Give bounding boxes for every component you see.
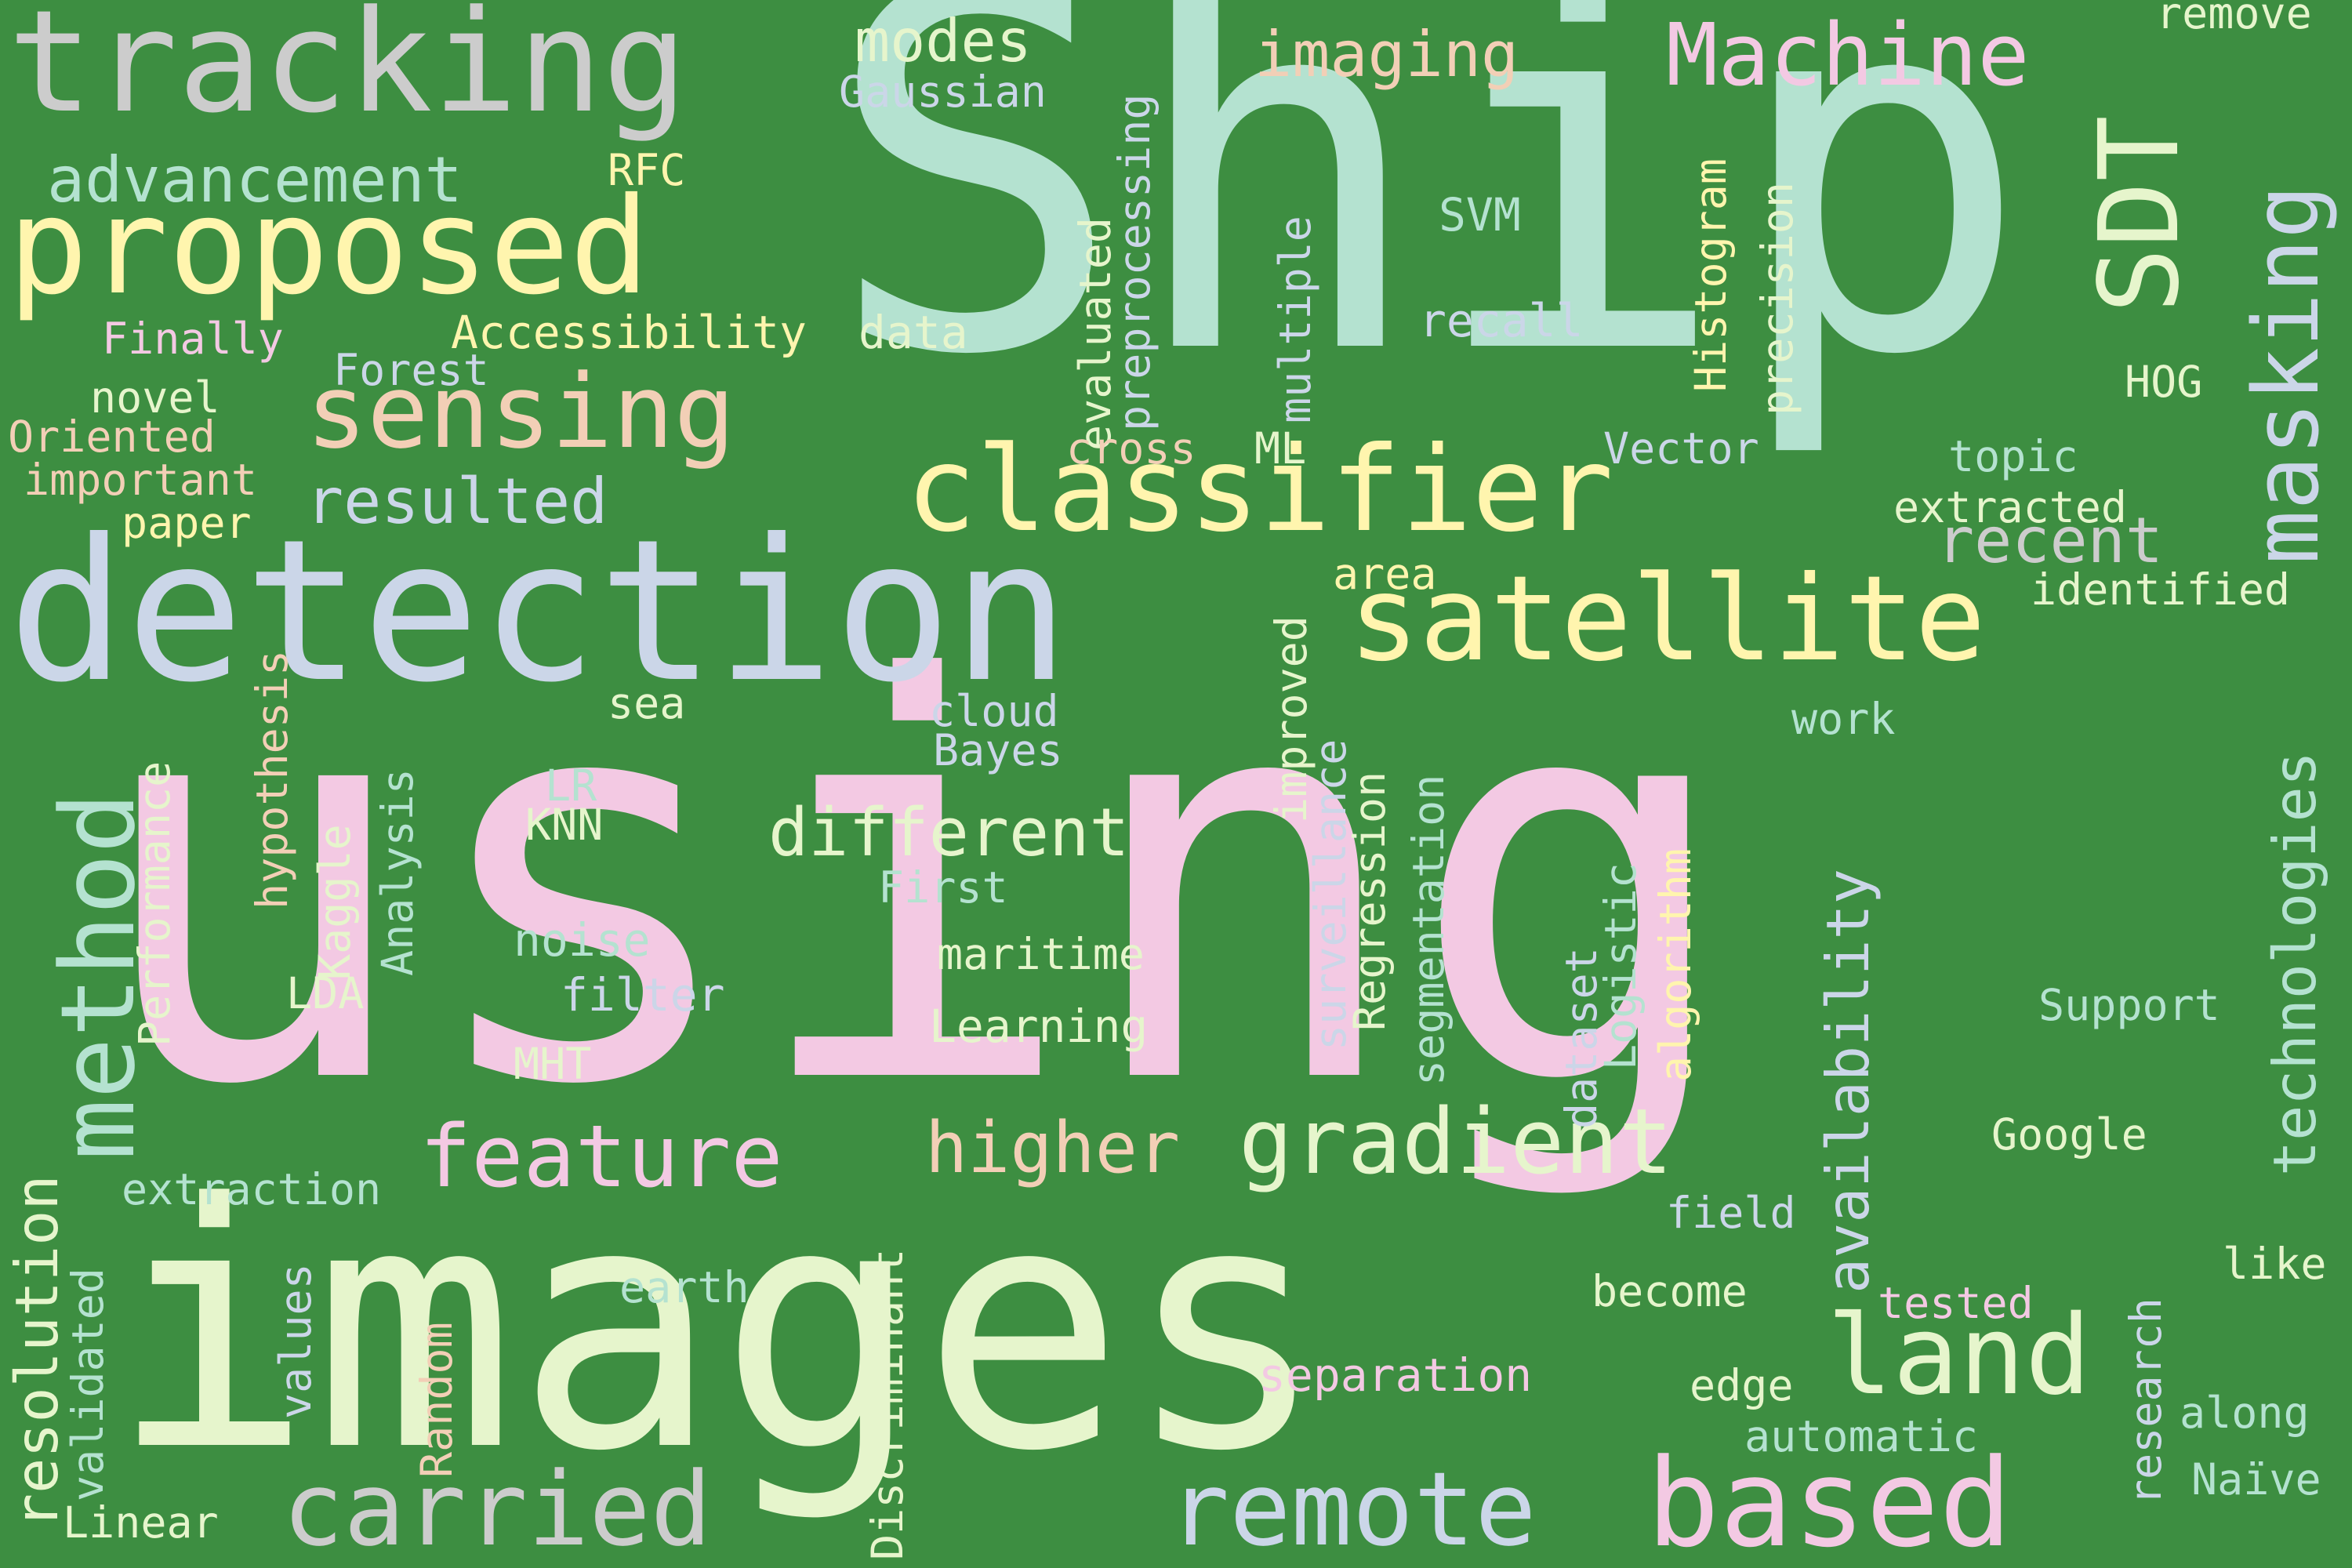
word-availability: availability (1813, 869, 1882, 1294)
word-noise: noise (514, 913, 651, 967)
word-modes: modes (855, 6, 1032, 75)
word-analysis: Analysis (372, 768, 423, 976)
word-dataset: dataset (1556, 947, 1606, 1129)
word-identified: identified (2031, 564, 2291, 615)
word-support: Support (2038, 980, 2220, 1030)
word-detection: detection (8, 497, 1070, 725)
word-resulted: resulted (306, 465, 608, 538)
word-area: area (1333, 549, 1437, 599)
word-discriminant: Discriminant (862, 1248, 913, 1560)
word-precision: precision (1752, 181, 1802, 416)
word-research: research (2121, 1298, 2171, 1505)
word-recent: recent (1936, 504, 2163, 577)
word-using: using (86, 566, 1739, 1205)
word-tested: tested (1878, 1278, 2034, 1328)
word-separation: separation (1258, 1348, 1533, 1402)
word-gaussian: Gaussian (839, 67, 1047, 117)
word-carried: carried (282, 1450, 712, 1568)
word-important: important (24, 455, 258, 505)
word-proposed: proposed (8, 169, 650, 325)
word-advancement: advancement (47, 143, 463, 216)
word-novel: novel (90, 372, 220, 423)
word-knn: KNN (525, 800, 604, 850)
word-work: work (1791, 694, 1896, 744)
word-validated: validated (63, 1267, 113, 1501)
word-become: become (1592, 1266, 1748, 1316)
word-topic: topic (1948, 431, 2078, 481)
word-values: values (270, 1263, 321, 1419)
word-linear: Linear (63, 1497, 219, 1548)
word-filter: filter (561, 968, 725, 1022)
word-evaluated: evaluated (1070, 216, 1120, 451)
word-machine: Machine (1666, 5, 2030, 105)
word-hypothesis: hypothesis (247, 649, 297, 909)
word-along: along (2180, 1388, 2310, 1438)
word-recall: recall (1419, 294, 1584, 347)
word-satellite: satellite (1348, 551, 1986, 688)
word-lr: LR (545, 760, 597, 811)
word-google: Google (1991, 1109, 2147, 1160)
word-different: different (768, 794, 1130, 872)
word-cloud-text: cloud (929, 686, 1059, 736)
word-based: based (1646, 1432, 2013, 1568)
word-feature: feature (419, 1106, 783, 1207)
word-ml: ML (1254, 423, 1307, 474)
word-learning: Learning (929, 1000, 1149, 1053)
word-sdt: SDT (2076, 115, 2204, 314)
word-hog: HOG (2125, 357, 2203, 407)
word-mht: MHT (514, 1039, 592, 1089)
word-land: land (1827, 1292, 2092, 1420)
word-remote: remote (1168, 1450, 1537, 1568)
word-ship: Ship (823, 0, 2032, 464)
word-edge: edge (1690, 1360, 1794, 1410)
word-field: field (1666, 1188, 1796, 1238)
word-bayes: Bayes (933, 725, 1063, 775)
word-lda: LDA (286, 968, 365, 1018)
word-regression: Regression (1345, 771, 1395, 1031)
word-forest: Forest (333, 345, 489, 395)
word-masking: masking (2234, 184, 2339, 564)
word-multiple: multiple (1270, 216, 1320, 423)
word-images: images (110, 1133, 1328, 1525)
word-resolution: resolution (2, 1174, 71, 1529)
word-histogram: Histogram (1686, 158, 1736, 392)
word-paper: paper (122, 498, 252, 548)
word-finally: Finally (102, 314, 284, 364)
word-naive: Naïve (2191, 1454, 2321, 1504)
word-extracted: extracted (1893, 482, 2128, 532)
word-rfc: RFC (608, 145, 686, 195)
word-accessibility: Accessibility (451, 306, 807, 359)
word-random: Random (412, 1322, 462, 1478)
word-kaggle: Kaggle (310, 824, 360, 980)
word-imaging: imaging (1254, 18, 1519, 91)
word-earth: earth (619, 1262, 750, 1312)
word-oriented: Oriented (8, 412, 216, 462)
word-segmentation: segmentation (1403, 774, 1454, 1086)
word-sea: sea (608, 678, 686, 728)
word-svm: SVM (1439, 188, 1521, 241)
word-like: like (2223, 1239, 2327, 1289)
word-tracking: tracking (8, 0, 688, 144)
word-gradient: gradient (1239, 1090, 1673, 1195)
word-remove: remove (2156, 0, 2312, 38)
word-sensing: sensing (306, 352, 735, 471)
word-vector: Vector (1603, 423, 1759, 474)
word-maritime: maritime (937, 929, 1145, 979)
word-extraction: extraction (122, 1164, 382, 1214)
word-first: First (878, 862, 1008, 913)
word-classifier: classifier (906, 422, 1614, 558)
word-technologies: technologies (2260, 751, 2329, 1176)
word-automatic: automatic (1744, 1411, 1979, 1461)
word-algorithm: algorithm (1650, 848, 1700, 1082)
word-cross: cross (1066, 423, 1196, 474)
word-higher: higher (925, 1107, 1181, 1189)
word-data: data (858, 306, 968, 359)
word-performance: Performance (129, 760, 180, 1047)
